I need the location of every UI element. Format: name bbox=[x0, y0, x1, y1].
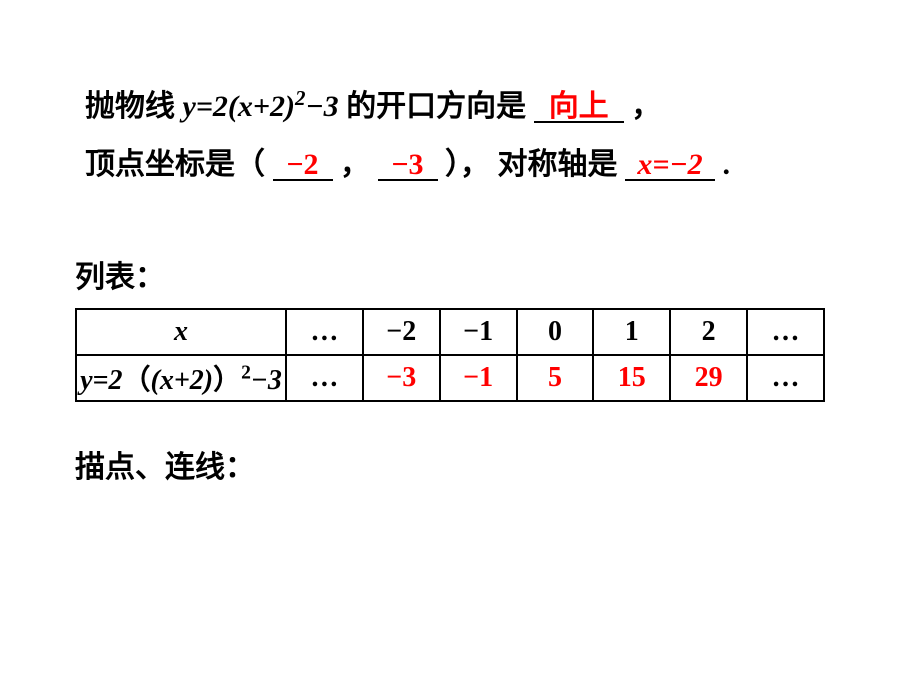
cell-y: 5 bbox=[517, 355, 594, 401]
text-axis-q: ）， 对称轴是 bbox=[445, 148, 618, 181]
cell-x: 0 bbox=[517, 309, 594, 355]
text-parabola: 抛物线 bbox=[85, 90, 183, 123]
blank-axis: x=−2 bbox=[625, 148, 715, 181]
cell-y: 15 bbox=[593, 355, 670, 401]
blank-vertex-y: −3 bbox=[378, 148, 438, 181]
table-row: y=2（(x+2)）2−3 … −3 −1 5 15 29 … bbox=[76, 355, 824, 401]
text-comma: ， bbox=[340, 148, 370, 181]
table-row: x … −2 −1 0 1 2 … bbox=[76, 309, 824, 355]
cell-ellipsis: … bbox=[747, 355, 824, 401]
formula-main: y=2(x+2)2−3 bbox=[183, 90, 347, 123]
blank-vertex-x: −2 bbox=[273, 148, 333, 181]
answer-direction: 向上 bbox=[549, 90, 609, 123]
cell-y: −1 bbox=[440, 355, 517, 401]
y-header: y=2（(x+2)）2−3 bbox=[76, 355, 286, 401]
question-line-1: 抛物线 y=2(x+2)2−3 的开口方向是 向上 ， bbox=[85, 80, 835, 134]
x-header: x bbox=[76, 309, 286, 355]
blank-direction: 向上 bbox=[534, 90, 624, 123]
cell-x: −2 bbox=[363, 309, 440, 355]
cell-ellipsis: … bbox=[747, 309, 824, 355]
text-vertex-q: 顶点坐标是（ bbox=[85, 148, 265, 181]
value-table: x … −2 −1 0 1 2 … y=2（(x+2)）2−3 … −3 −1 … bbox=[75, 308, 825, 402]
section-table-label: 列表： bbox=[75, 252, 835, 296]
answer-vertex-x: −2 bbox=[286, 148, 318, 181]
section-plot-label: 描点、连线： bbox=[75, 442, 835, 486]
text-line2-end: . bbox=[723, 148, 731, 181]
answer-vertex-y: −3 bbox=[391, 148, 423, 181]
answer-axis: x=−2 bbox=[637, 148, 702, 181]
cell-y: 29 bbox=[670, 355, 747, 401]
cell-x: 2 bbox=[670, 309, 747, 355]
text-direction-q: 的开口方向是 bbox=[346, 90, 526, 123]
question-line-2: 顶点坐标是（ −2 ， −3 ）， 对称轴是 x=−2 . bbox=[85, 138, 835, 192]
cell-ellipsis: … bbox=[286, 355, 363, 401]
text-line1-end: ， bbox=[631, 90, 661, 123]
cell-x: 1 bbox=[593, 309, 670, 355]
cell-ellipsis: … bbox=[286, 309, 363, 355]
cell-y: −3 bbox=[363, 355, 440, 401]
cell-x: −1 bbox=[440, 309, 517, 355]
